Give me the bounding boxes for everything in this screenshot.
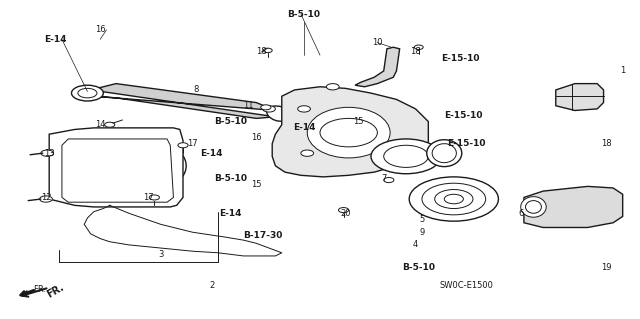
Circle shape	[260, 105, 271, 110]
Text: 10: 10	[372, 38, 383, 47]
Circle shape	[78, 88, 97, 98]
Text: E-14: E-14	[200, 149, 223, 158]
Circle shape	[149, 195, 159, 200]
Text: FR.: FR.	[33, 285, 46, 294]
Polygon shape	[524, 186, 623, 227]
Ellipse shape	[525, 201, 541, 213]
Circle shape	[41, 150, 54, 156]
Polygon shape	[62, 139, 173, 202]
Text: 15: 15	[251, 180, 262, 189]
Circle shape	[178, 143, 188, 148]
Text: 17: 17	[188, 139, 198, 148]
Ellipse shape	[427, 140, 462, 167]
Text: FR.: FR.	[45, 282, 65, 300]
Circle shape	[104, 122, 115, 127]
Text: E-15-10: E-15-10	[444, 111, 483, 120]
Text: E-14: E-14	[44, 35, 67, 44]
Circle shape	[108, 160, 131, 172]
Text: 7: 7	[381, 174, 387, 183]
Text: 3: 3	[158, 250, 163, 259]
Text: E-15-10: E-15-10	[447, 139, 486, 148]
Text: 18: 18	[256, 48, 267, 56]
Circle shape	[40, 196, 52, 202]
Circle shape	[298, 106, 310, 112]
Circle shape	[263, 48, 272, 53]
Ellipse shape	[432, 144, 456, 163]
Circle shape	[414, 45, 423, 49]
Circle shape	[339, 208, 349, 213]
Circle shape	[435, 189, 473, 209]
Text: B-17-30: B-17-30	[243, 231, 282, 240]
Circle shape	[262, 106, 275, 112]
Text: B-5-10: B-5-10	[214, 117, 247, 126]
Text: 4: 4	[413, 241, 418, 249]
Circle shape	[320, 118, 378, 147]
Text: E-14: E-14	[293, 123, 316, 132]
Ellipse shape	[267, 106, 291, 121]
Text: 13: 13	[44, 149, 54, 158]
Text: 17: 17	[143, 193, 153, 202]
Circle shape	[78, 145, 161, 186]
Polygon shape	[556, 84, 604, 110]
Circle shape	[384, 145, 428, 167]
Text: 12: 12	[41, 193, 51, 202]
Text: 5: 5	[419, 215, 424, 224]
Circle shape	[444, 194, 463, 204]
Circle shape	[301, 150, 314, 156]
Circle shape	[422, 183, 486, 215]
Ellipse shape	[307, 107, 390, 158]
Text: 16: 16	[251, 133, 262, 142]
Text: E-14: E-14	[220, 209, 242, 218]
Text: 18: 18	[410, 48, 421, 56]
Polygon shape	[91, 84, 275, 118]
Ellipse shape	[521, 197, 546, 217]
Text: 18: 18	[602, 139, 612, 148]
Text: 8: 8	[193, 85, 198, 94]
Text: SW0C-E1500: SW0C-E1500	[440, 281, 493, 291]
Circle shape	[371, 139, 441, 174]
Circle shape	[326, 84, 339, 90]
Circle shape	[384, 178, 394, 182]
Polygon shape	[272, 87, 428, 177]
Circle shape	[97, 155, 141, 177]
Polygon shape	[49, 128, 183, 207]
Text: 9: 9	[419, 228, 424, 237]
Text: 14: 14	[95, 120, 106, 129]
Text: 20: 20	[340, 209, 351, 218]
Text: B-5-10: B-5-10	[403, 263, 435, 271]
Text: 2: 2	[209, 281, 214, 291]
Polygon shape	[355, 47, 399, 87]
Circle shape	[52, 133, 186, 199]
Text: 1: 1	[620, 66, 625, 76]
Text: 15: 15	[353, 117, 364, 126]
Text: E-15-10: E-15-10	[441, 54, 479, 63]
Circle shape	[409, 177, 499, 221]
Text: 19: 19	[602, 263, 612, 271]
Text: B-5-10: B-5-10	[214, 174, 247, 183]
Text: B-5-10: B-5-10	[287, 10, 321, 19]
Text: 11: 11	[243, 101, 254, 110]
Text: 16: 16	[95, 25, 106, 34]
Circle shape	[72, 85, 103, 101]
Text: 6: 6	[518, 209, 524, 218]
